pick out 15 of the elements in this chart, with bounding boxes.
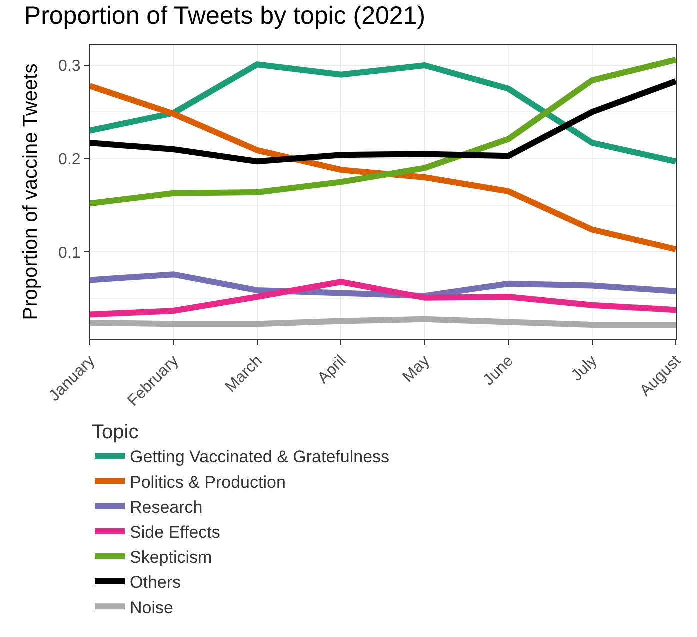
- y-axis-title: Proportion of vaccine Tweets: [20, 64, 42, 320]
- x-tick-label: July: [568, 352, 601, 385]
- legend-title: Topic: [92, 422, 139, 444]
- legend-label: Skepticism: [130, 548, 212, 568]
- legend-label: Others: [130, 573, 182, 592]
- legend-label: Noise: [130, 598, 174, 618]
- x-tick-label: May: [400, 352, 434, 386]
- y-tick-label: 0.1: [58, 244, 81, 262]
- legend-label: Getting Vaccinated & Gratefulness: [130, 448, 390, 467]
- y-tick-label: 0.2: [58, 151, 81, 168]
- legend-label: Research: [130, 498, 203, 517]
- y-tick-label: 0.3: [58, 58, 81, 76]
- chart-title: Proportion of Tweets by topic (2021): [24, 2, 426, 30]
- legend-label: Politics & Production: [130, 472, 286, 492]
- legend-label: Side Effects: [130, 522, 220, 542]
